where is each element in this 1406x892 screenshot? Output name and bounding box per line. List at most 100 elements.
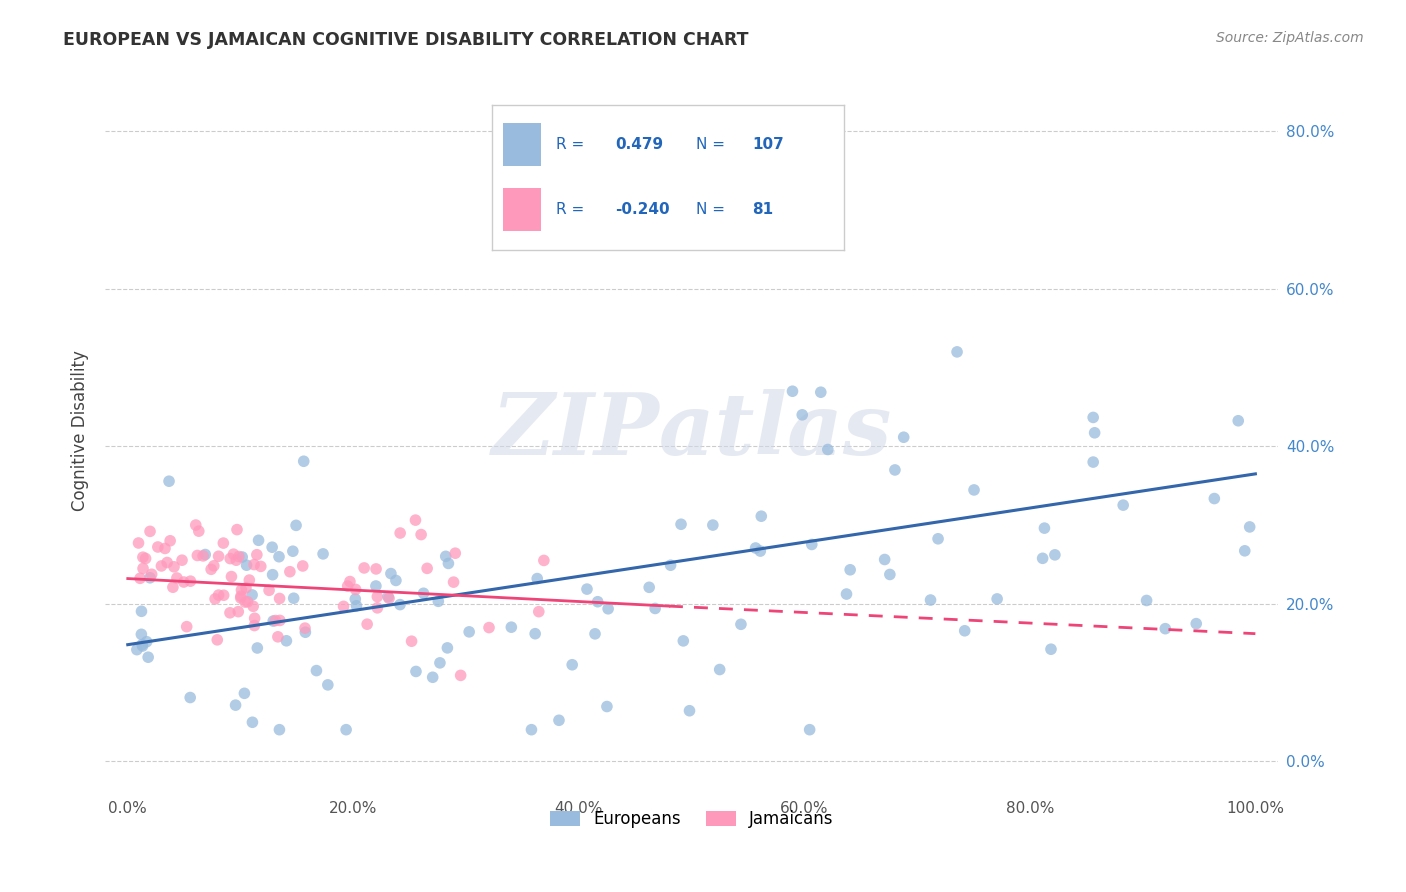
Point <box>240 588 263 602</box>
Point <box>1033 521 1056 535</box>
Point <box>207 588 229 602</box>
Point <box>920 593 942 607</box>
Point <box>276 633 298 648</box>
Point <box>176 620 198 634</box>
Point <box>262 567 284 582</box>
Point <box>963 483 986 497</box>
Point <box>219 551 242 566</box>
Point <box>219 606 242 620</box>
Point <box>561 657 583 672</box>
Point <box>267 630 290 644</box>
Text: ZIP​atlas: ZIP​atlas <box>491 389 891 473</box>
Point <box>243 558 266 572</box>
Text: Source: ZipAtlas.com: Source: ZipAtlas.com <box>1216 31 1364 45</box>
Point <box>249 559 271 574</box>
Point <box>235 558 257 573</box>
Point <box>598 601 620 615</box>
Point <box>131 638 153 652</box>
Point <box>835 587 858 601</box>
Point <box>548 713 571 727</box>
Point <box>294 621 316 635</box>
Point <box>212 536 235 550</box>
Point <box>702 518 724 533</box>
Point <box>405 513 427 527</box>
Point <box>364 562 387 576</box>
Point <box>262 540 284 554</box>
Point <box>231 582 253 597</box>
Point <box>135 551 157 566</box>
Point <box>132 561 155 575</box>
Point <box>191 549 214 563</box>
Point <box>159 533 181 548</box>
Point <box>179 690 201 705</box>
Text: EUROPEAN VS JAMAICAN COGNITIVE DISABILITY CORRELATION CHART: EUROPEAN VS JAMAICAN COGNITIVE DISABILIT… <box>63 31 749 49</box>
Point <box>749 509 772 524</box>
Point <box>294 625 316 640</box>
Point <box>520 723 543 737</box>
Point <box>443 575 465 590</box>
Point <box>353 561 375 575</box>
Point <box>184 518 207 533</box>
Point <box>380 566 402 581</box>
Point <box>1083 410 1105 425</box>
Point <box>672 633 695 648</box>
Point <box>356 617 378 632</box>
Point <box>269 723 291 737</box>
Point <box>669 517 692 532</box>
Point <box>364 579 387 593</box>
Point <box>1233 544 1256 558</box>
Point <box>501 620 523 634</box>
Point <box>526 572 548 586</box>
Point <box>222 547 245 561</box>
Point <box>267 549 290 564</box>
Point <box>730 219 752 233</box>
Point <box>246 548 269 562</box>
Point <box>194 548 217 562</box>
Point <box>221 569 243 583</box>
Point <box>810 385 832 400</box>
Point <box>366 600 388 615</box>
Point <box>131 604 153 618</box>
Point <box>638 580 661 594</box>
Point <box>243 611 266 625</box>
Point <box>225 698 247 713</box>
Point <box>659 558 682 573</box>
Point <box>229 589 252 603</box>
Point <box>128 536 150 550</box>
Point <box>233 686 256 700</box>
Point <box>156 556 179 570</box>
Point <box>257 583 280 598</box>
Point <box>264 614 287 628</box>
Point <box>586 595 609 609</box>
Point <box>236 595 259 609</box>
Point <box>173 574 195 589</box>
Point <box>1043 548 1066 562</box>
Point <box>200 562 222 576</box>
Point <box>139 524 162 539</box>
Point <box>422 670 444 684</box>
Point <box>575 582 598 596</box>
Point <box>146 540 169 554</box>
Legend: Europeans, Jamaicans: Europeans, Jamaicans <box>543 804 841 835</box>
Point <box>344 582 367 597</box>
Point <box>986 591 1008 606</box>
Point <box>436 640 458 655</box>
Point <box>233 595 256 609</box>
Point <box>346 599 368 613</box>
Point <box>132 550 155 565</box>
Point <box>893 430 915 444</box>
Point <box>1040 642 1063 657</box>
Point <box>527 605 550 619</box>
Point <box>226 523 249 537</box>
Point <box>1154 622 1177 636</box>
Point <box>125 642 148 657</box>
Point <box>186 549 208 563</box>
Point <box>817 442 839 457</box>
Point <box>427 594 450 608</box>
Point <box>262 614 284 628</box>
Point <box>800 537 823 551</box>
Point <box>583 627 606 641</box>
Point <box>385 574 408 588</box>
Point <box>792 408 814 422</box>
Point <box>678 704 700 718</box>
